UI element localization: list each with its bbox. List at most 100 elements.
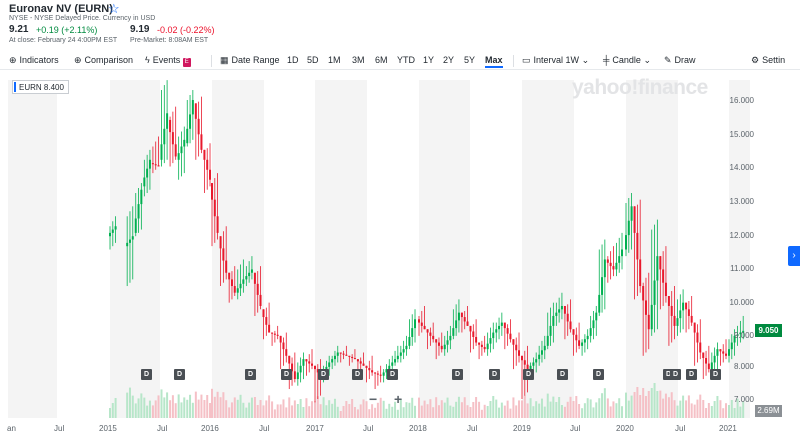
range-1d[interactable]: 1D xyxy=(287,55,299,65)
dividend-marker[interactable]: D xyxy=(387,369,398,380)
settings-button[interactable]: ⚙ Settin xyxy=(751,55,785,66)
volume-bar xyxy=(314,401,316,418)
volume-bar xyxy=(171,395,174,418)
comparison-button[interactable]: ⊕ Comparison xyxy=(74,55,133,66)
volume-bar xyxy=(563,406,566,418)
range-1m[interactable]: 1M xyxy=(328,55,341,65)
range-5d[interactable]: 5D xyxy=(307,55,319,65)
candle-body xyxy=(446,340,449,345)
chevron-right-icon[interactable]: › xyxy=(788,246,800,266)
dividend-marker[interactable]: D xyxy=(352,369,363,380)
volume-bar xyxy=(603,388,606,418)
volume-bar xyxy=(189,394,192,418)
volume-bar xyxy=(311,401,314,418)
candle-body xyxy=(483,346,486,350)
volume-bar xyxy=(356,409,359,418)
candle-body xyxy=(256,283,259,295)
range-1y[interactable]: 1Y xyxy=(423,55,435,65)
volume-bar xyxy=(460,402,463,418)
dividend-marker[interactable]: D xyxy=(670,369,681,380)
volume-bar xyxy=(690,403,693,418)
candle-body xyxy=(282,342,285,350)
candle-body xyxy=(265,317,268,325)
candle-body xyxy=(160,144,163,160)
candle-body xyxy=(583,339,586,343)
candle-body xyxy=(601,277,604,295)
star-outline-icon[interactable]: ☆ xyxy=(108,1,120,16)
chart-legend[interactable]: EURN 8.400 xyxy=(12,80,69,94)
volume-bar xyxy=(728,405,730,418)
volume-bar xyxy=(348,404,351,418)
volume-bar xyxy=(552,396,555,418)
candle-body xyxy=(662,269,665,283)
dividend-marker[interactable]: D xyxy=(686,369,697,380)
candle-body xyxy=(225,260,228,273)
dividend-marker[interactable]: D xyxy=(174,369,185,380)
x-tick: 2021 xyxy=(719,424,737,433)
dividend-marker[interactable]: D xyxy=(452,369,463,380)
volume-bar xyxy=(186,399,189,418)
dividend-marker[interactable]: D xyxy=(281,369,292,380)
y-tick: 9.000 xyxy=(733,331,754,340)
volume-bar xyxy=(612,401,615,418)
volume-bar xyxy=(466,405,469,418)
volume-bar xyxy=(630,395,633,418)
volume-bar xyxy=(250,397,253,418)
dividend-marker[interactable]: D xyxy=(663,369,674,380)
volume-bar xyxy=(667,397,670,418)
dividend-marker[interactable]: D xyxy=(523,369,534,380)
candle-body xyxy=(408,336,411,346)
range-5y[interactable]: 5Y xyxy=(464,55,476,65)
candle-body xyxy=(131,236,134,240)
premarket-price: 9.19 xyxy=(130,24,150,35)
range-2y[interactable]: 2Y xyxy=(443,55,455,65)
candle-body xyxy=(111,229,114,233)
volume-bar xyxy=(236,399,239,418)
volume-bar xyxy=(699,394,702,418)
x-tick: Jul xyxy=(363,424,374,433)
events-button[interactable]: ϟ Events E xyxy=(145,55,191,67)
volume-bar xyxy=(160,389,163,418)
candle-body xyxy=(333,355,336,360)
candle-body xyxy=(486,343,489,350)
volume-bar xyxy=(512,397,515,418)
date-range-button[interactable]: ▦ Date Range xyxy=(220,55,280,66)
range-ytd[interactable]: YTD xyxy=(397,55,415,65)
range-6m[interactable]: 6M xyxy=(375,55,388,65)
chart-type-button[interactable]: ╪ Candle ⌄ xyxy=(603,55,651,66)
candle-body xyxy=(250,269,253,273)
range-3m[interactable]: 3M xyxy=(352,55,365,65)
volume-bar xyxy=(682,395,685,418)
candle-body xyxy=(575,334,578,341)
x-tick: an xyxy=(7,424,16,433)
dividend-marker[interactable]: D xyxy=(318,369,329,380)
volume-bar xyxy=(696,399,699,418)
dividend-marker[interactable]: D xyxy=(710,369,721,380)
zoom-out-button[interactable]: − xyxy=(369,391,378,407)
interval-button[interactable]: ▭ Interval 1W ⌄ xyxy=(522,55,589,66)
candle-body xyxy=(443,344,446,350)
dividend-marker[interactable]: D xyxy=(489,369,500,380)
volume-bar xyxy=(225,400,228,418)
zoom-in-button[interactable]: + xyxy=(394,391,403,407)
candle-body xyxy=(515,344,518,351)
volume-bar xyxy=(601,393,604,418)
volume-bar xyxy=(388,403,391,418)
dividend-marker[interactable]: D xyxy=(141,369,152,380)
indicators-button[interactable]: ⊕ Indicators xyxy=(9,55,59,66)
volume-bar xyxy=(206,395,209,418)
dividend-marker[interactable]: D xyxy=(557,369,568,380)
candle-body xyxy=(435,339,438,343)
draw-button[interactable]: ✎ Draw xyxy=(664,55,696,66)
y-tick: 8.000 xyxy=(733,362,754,371)
volume-bar xyxy=(322,397,325,418)
candle-body xyxy=(396,355,399,360)
candle-body xyxy=(529,365,532,370)
range-max[interactable]: Max xyxy=(485,55,503,68)
volume-bar xyxy=(299,399,302,418)
dividend-marker[interactable]: D xyxy=(245,369,256,380)
plus-circle-icon: ⊕ xyxy=(9,55,17,65)
dividend-marker[interactable]: D xyxy=(593,369,604,380)
volume-bar xyxy=(288,397,291,418)
